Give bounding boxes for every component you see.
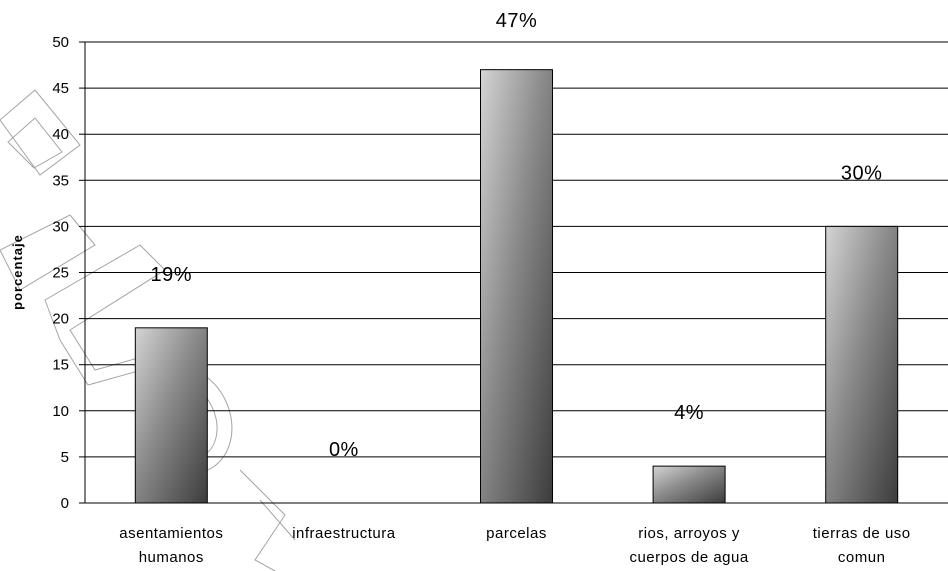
bar — [825, 225, 899, 504]
bars — [134, 69, 899, 504]
data-label: 0% — [329, 439, 359, 461]
data-labels: 19% 0% 47% 4% 30% — [151, 10, 883, 461]
bar — [652, 465, 726, 504]
y-tick-label: 5 — [61, 449, 69, 466]
x-axis-labels: asentamientos humanos infraestructura parce… — [119, 525, 910, 566]
x-tick-label: humanos — [139, 549, 204, 566]
data-label: 19% — [151, 264, 193, 286]
x-tick-label: asentamientos — [119, 525, 223, 542]
y-axis-ticks: 0 5 10 15 20 25 30 35 40 45 50 — [52, 34, 85, 512]
y-tick-label: 30 — [52, 218, 69, 235]
bar — [134, 327, 208, 504]
x-tick-label: rios, arroyos y — [638, 525, 740, 542]
y-tick-label: 25 — [52, 265, 69, 282]
y-tick-label: 0 — [61, 495, 69, 512]
x-tick-label: tierras de uso — [813, 525, 911, 542]
bar — [480, 69, 553, 504]
y-tick-label: 15 — [52, 357, 69, 374]
y-tick-label: 45 — [52, 80, 69, 97]
data-label: 30% — [841, 162, 883, 184]
x-tick-label: cuerpos de agua — [629, 549, 748, 566]
y-tick-label: 35 — [52, 172, 69, 189]
data-label: 47% — [496, 10, 538, 32]
y-axis-title: porcentaje — [10, 234, 25, 310]
x-tick-label: parcelas — [486, 525, 547, 542]
y-tick-label: 40 — [52, 126, 69, 143]
y-tick-label: 10 — [52, 403, 69, 420]
y-tick-label: 50 — [52, 34, 69, 51]
x-tick-label: infraestructura — [292, 525, 396, 542]
data-label: 4% — [674, 402, 704, 424]
x-tick-label: comun — [838, 549, 886, 566]
y-tick-label: 20 — [52, 311, 69, 328]
